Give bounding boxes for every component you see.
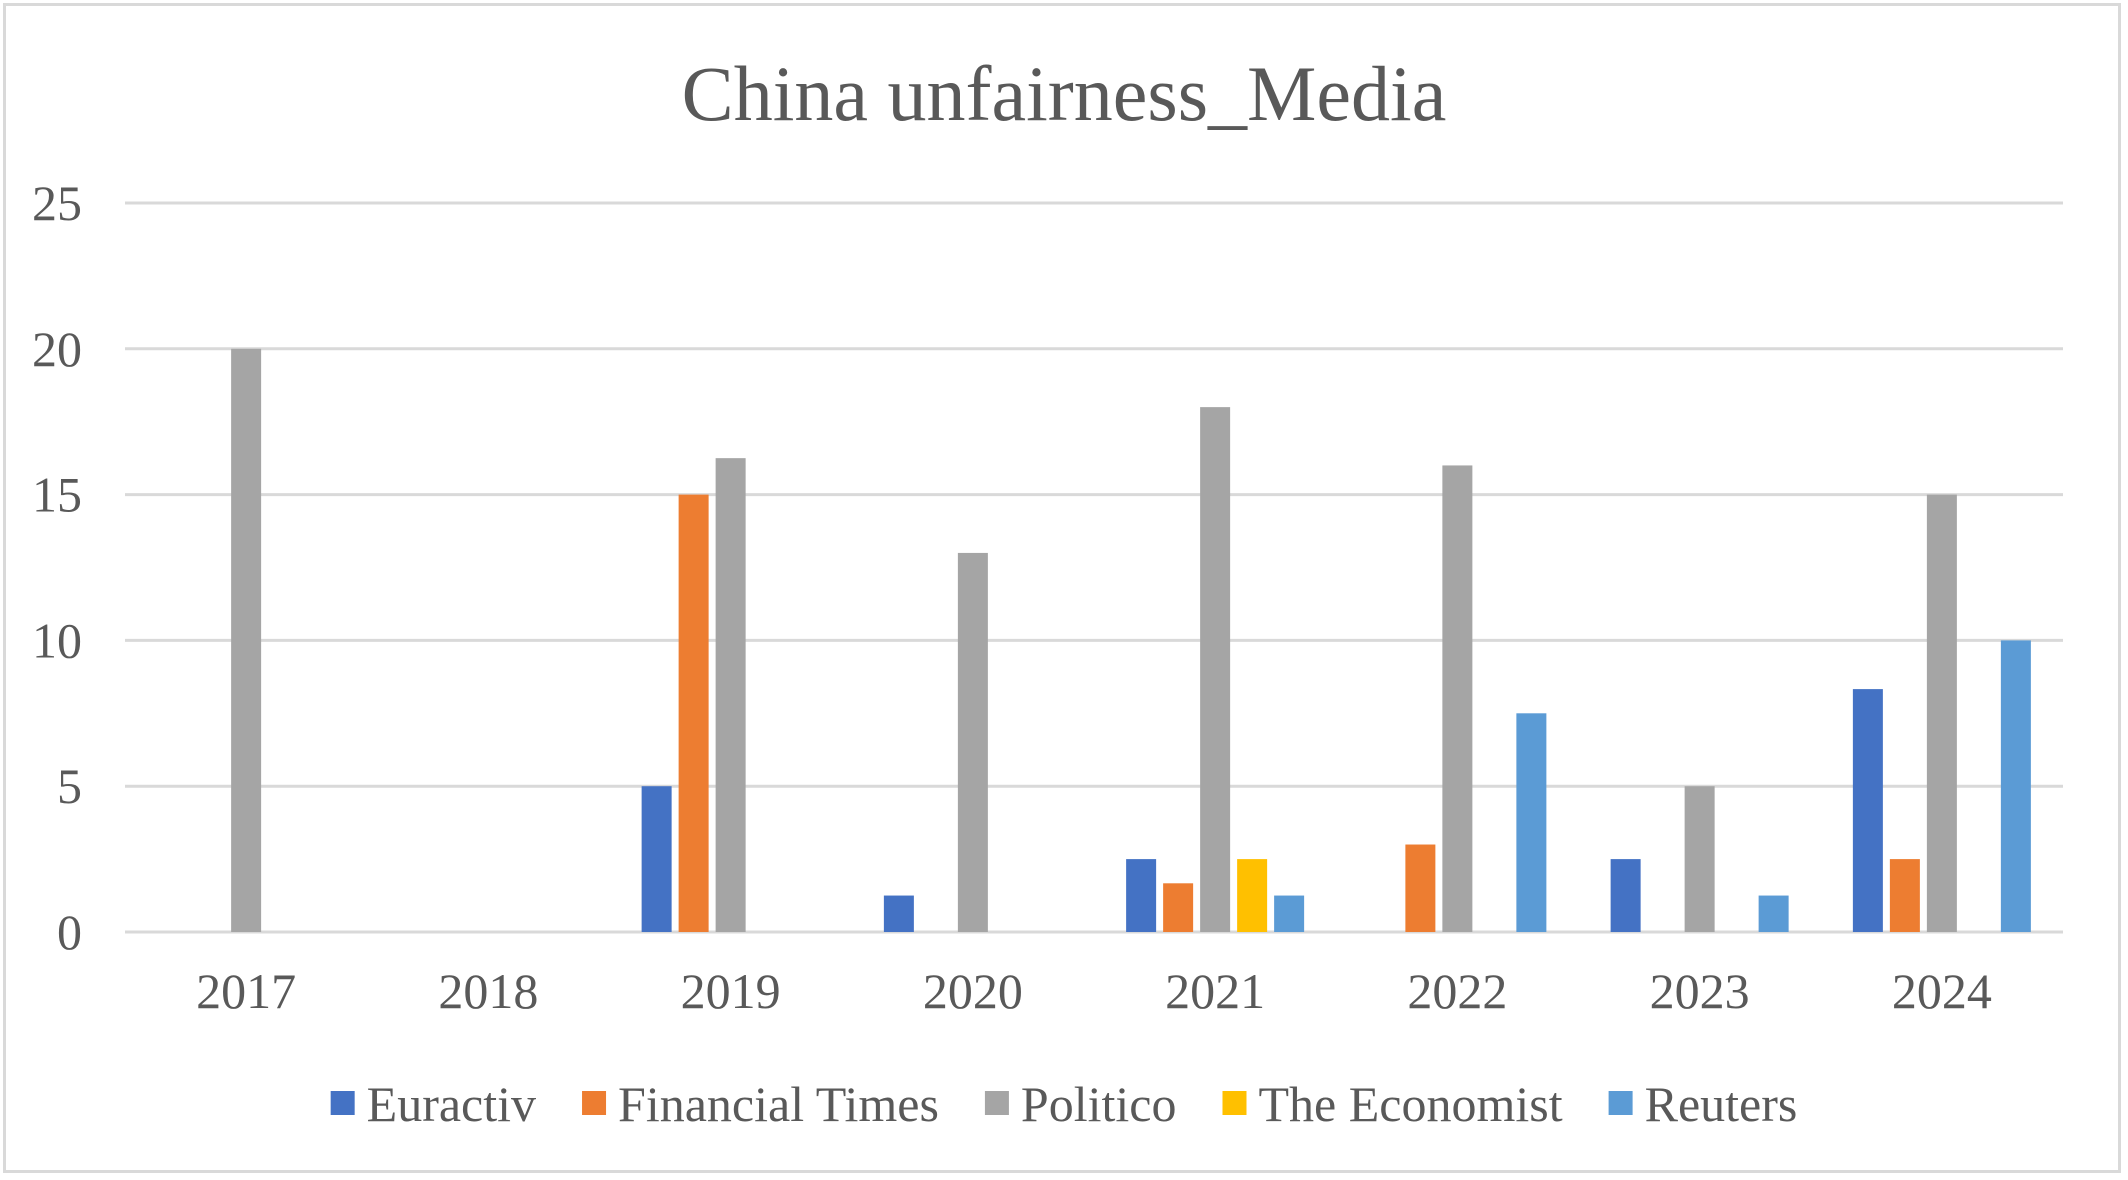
bar-politico-2019 xyxy=(715,458,746,932)
x-tick-label: 2018 xyxy=(438,963,538,1019)
bar-euractiv-2023 xyxy=(1610,859,1641,932)
bar-politico-2021 xyxy=(1200,407,1231,932)
bar-financial-times-2022 xyxy=(1405,844,1436,932)
bar-euractiv-2024 xyxy=(1852,689,1883,932)
y-axis-ticks: 0 5 10 15 20 25 xyxy=(32,175,82,960)
x-tick-label: 2017 xyxy=(196,963,296,1019)
bar-euractiv-2021 xyxy=(1126,859,1157,932)
legend-item-politico: Politico xyxy=(984,1076,1177,1132)
y-tick-label: 10 xyxy=(32,612,82,668)
legend-swatch xyxy=(1222,1091,1247,1115)
bar-politico-2022 xyxy=(1442,465,1473,932)
bar-politico-2023 xyxy=(1684,786,1715,932)
legend-label: Euractiv xyxy=(367,1076,536,1132)
x-tick-label: 2024 xyxy=(1892,963,1992,1019)
legend-item-euractiv: Euractiv xyxy=(330,1076,536,1132)
bar-reuters-2021 xyxy=(1274,895,1305,932)
bar-financial-times-2021 xyxy=(1163,883,1194,932)
legend: Euractiv Financial Times Politico The Econo… xyxy=(330,1076,1798,1132)
legend-swatch xyxy=(582,1091,607,1115)
legend-label: Reuters xyxy=(1645,1076,1798,1132)
x-tick-label: 2023 xyxy=(1650,963,1750,1019)
legend-swatch xyxy=(984,1091,1009,1115)
y-tick-label: 0 xyxy=(57,904,82,960)
legend-swatch xyxy=(1608,1091,1633,1115)
legend-item-the-economist: The Economist xyxy=(1222,1076,1563,1132)
y-tick-label: 5 xyxy=(57,758,82,814)
x-tick-label: 2022 xyxy=(1407,963,1507,1019)
legend-item-financial-times: Financial Times xyxy=(582,1076,939,1132)
legend-label: Politico xyxy=(1021,1076,1177,1132)
bar-reuters-2024 xyxy=(2000,640,2031,932)
bar-the-economist-2021 xyxy=(1237,859,1268,932)
bar-euractiv-2020 xyxy=(883,895,914,932)
y-tick-label: 15 xyxy=(32,467,82,523)
bar-politico-2020 xyxy=(957,552,988,932)
bar-euractiv-2019 xyxy=(641,786,672,932)
x-tick-label: 2020 xyxy=(923,963,1023,1019)
bar-financial-times-2024 xyxy=(1889,859,1920,932)
x-tick-label: 2019 xyxy=(681,963,781,1019)
bars xyxy=(231,348,2031,932)
bar-reuters-2023 xyxy=(1758,895,1789,932)
chart-title: China unfairness_Media xyxy=(682,50,1447,137)
legend-item-reuters: Reuters xyxy=(1608,1076,1798,1132)
legend-swatch xyxy=(330,1091,355,1115)
bar-reuters-2022 xyxy=(1516,713,1547,932)
legend-label: The Economist xyxy=(1258,1076,1562,1132)
chart-frame xyxy=(3,3,2121,1173)
legend-label: Financial Times xyxy=(618,1076,939,1132)
bar-politico-2024 xyxy=(1926,494,1957,932)
gridlines xyxy=(125,201,2063,934)
y-tick-label: 20 xyxy=(32,321,82,377)
bar-politico-2017 xyxy=(231,348,262,932)
y-tick-label: 25 xyxy=(32,175,82,231)
x-axis-ticks: 2017 2018 2019 2020 2021 2022 2023 2024 xyxy=(196,963,1992,1019)
x-tick-label: 2021 xyxy=(1165,963,1265,1019)
bar-financial-times-2019 xyxy=(678,494,709,932)
